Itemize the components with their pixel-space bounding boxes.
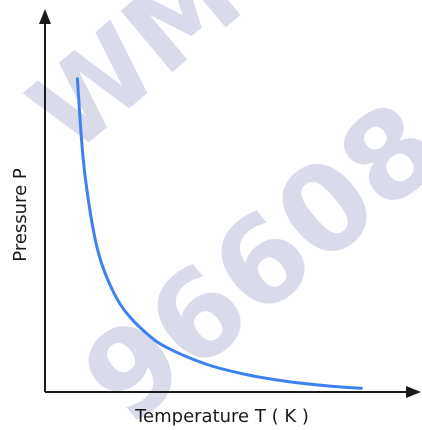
series-line-0: [75, 77, 363, 390]
plot-series: [75, 77, 363, 390]
x-axis-label: Temperature T ( K ): [134, 406, 309, 427]
y-axis-arrow-icon: [39, 9, 51, 24]
x-axis-arrow-icon: [406, 386, 421, 398]
y-axis-label: Pressure P: [10, 168, 31, 262]
axes: [39, 9, 421, 398]
